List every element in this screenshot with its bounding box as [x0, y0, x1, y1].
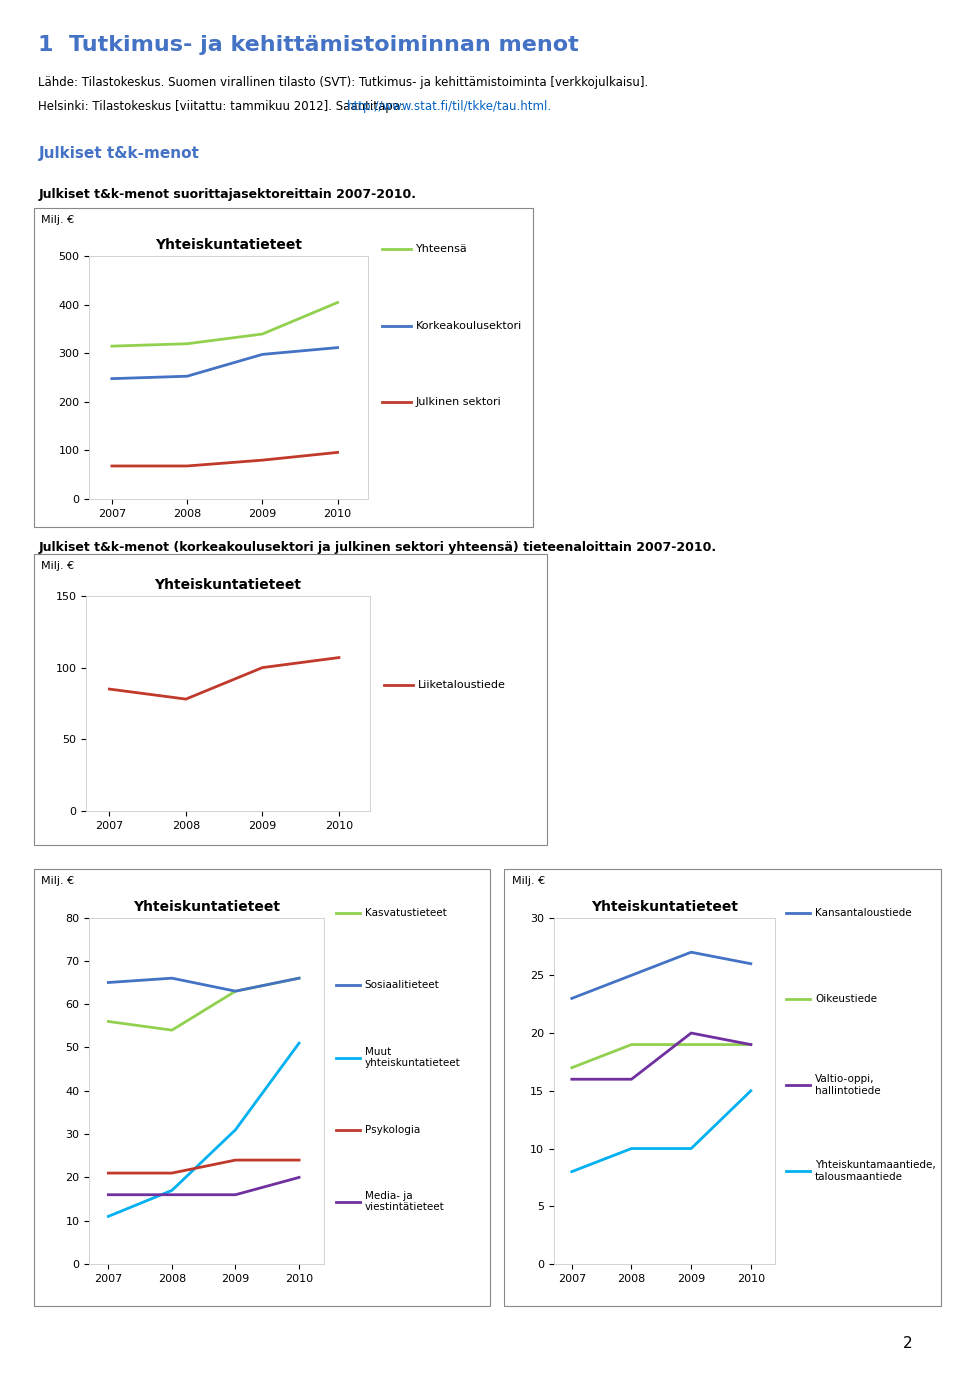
Text: Korkeakoulusektori: Korkeakoulusektori [416, 320, 522, 331]
Text: Milj. €: Milj. € [41, 561, 75, 571]
Text: Muut
yhteiskuntatieteet: Muut yhteiskuntatieteet [365, 1046, 461, 1069]
Text: Yhteiskuntamaantiede,
talousmaantiede: Yhteiskuntamaantiede, talousmaantiede [815, 1160, 936, 1182]
Text: Yhteensä: Yhteensä [416, 244, 468, 255]
Text: 2: 2 [902, 1336, 912, 1351]
Title: Yhteiskuntatieteet: Yhteiskuntatieteet [590, 900, 738, 913]
Text: Kasvatustieteet: Kasvatustieteet [365, 908, 446, 919]
Text: Psykologia: Psykologia [365, 1124, 420, 1135]
Text: Julkiset t&k-menot: Julkiset t&k-menot [38, 146, 200, 161]
Text: Milj. €: Milj. € [512, 876, 545, 886]
Text: Liiketaloustiede: Liiketaloustiede [418, 681, 506, 690]
Text: Sosiaalitieteet: Sosiaalitieteet [365, 980, 440, 991]
Text: Julkiset t&k-menot (korkeakoulusektori ja julkinen sektori yhteensä) tieteenaloi: Julkiset t&k-menot (korkeakoulusektori j… [38, 541, 716, 553]
Title: Yhteiskuntatieteet: Yhteiskuntatieteet [133, 900, 280, 913]
Text: Milj. €: Milj. € [41, 876, 75, 886]
Text: Helsinki: Tilastokeskus [viitattu: tammikuu 2012]. Saantitapa:: Helsinki: Tilastokeskus [viitattu: tammi… [38, 100, 408, 112]
Text: Kansantaloustiede: Kansantaloustiede [815, 908, 912, 919]
Text: Julkinen sektori: Julkinen sektori [416, 396, 501, 407]
Text: Milj. €: Milj. € [41, 215, 75, 225]
Title: Yhteiskuntatieteet: Yhteiskuntatieteet [155, 238, 302, 252]
Title: Yhteiskuntatieteet: Yhteiskuntatieteet [155, 578, 301, 592]
Text: Oikeustiede: Oikeustiede [815, 994, 877, 1005]
Text: Lähde: Tilastokeskus. Suomen virallinen tilasto (SVT): Tutkimus- ja kehittämisto: Lähde: Tilastokeskus. Suomen virallinen … [38, 76, 649, 89]
Text: 1  Tutkimus- ja kehittämistoiminnan menot: 1 Tutkimus- ja kehittämistoiminnan menot [38, 35, 579, 54]
Text: Media- ja
viestintätieteet: Media- ja viestintätieteet [365, 1191, 444, 1213]
Text: Valtio-oppi,
hallintotiede: Valtio-oppi, hallintotiede [815, 1074, 880, 1096]
Text: Julkiset t&k-menot suorittajasektoreittain 2007-2010.: Julkiset t&k-menot suorittajasektoreitta… [38, 188, 417, 201]
Text: http://www.stat.fi/til/tkke/tau.html.: http://www.stat.fi/til/tkke/tau.html. [347, 100, 552, 112]
